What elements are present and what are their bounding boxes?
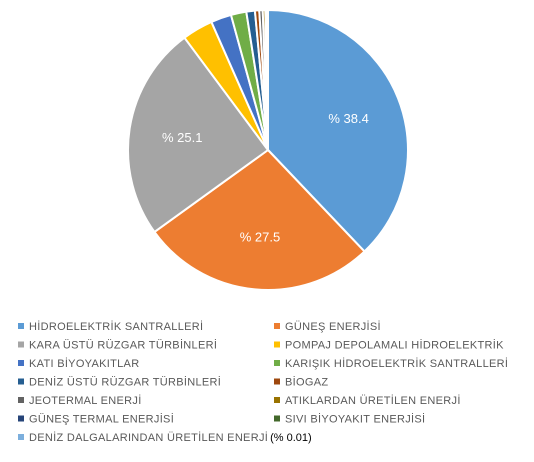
pie-slice-0 [267,9,409,253]
legend-swatch-3 [274,341,280,348]
slice-data-label-0: % 38.4 [328,111,368,126]
legend-item-5: KARIŞIK HİDROELEKTRİK SANTRALLERİ [274,357,508,370]
legend: HİDROELEKTRİK SANTRALLERİ GÜNEŞ ENERJİSİ K… [18,320,508,444]
legend-swatch-8 [18,397,24,403]
legend-item-4: KATI BİYOYAKITLAR [18,357,139,370]
legend-swatch-12 [18,434,24,440]
legend-label-0: HİDROELEKTRİK SANTRALLERİ [29,320,203,333]
legend-swatch-7 [274,378,280,385]
legend-swatch-2 [18,341,24,348]
legend-swatch-1 [274,323,280,329]
legend-swatch-9 [274,397,280,403]
pie-slices [127,8,409,291]
legend-item-0: HİDROELEKTRİK SANTRALLERİ [18,320,203,333]
legend-item-9: ATIKLARDAN ÜRETİLEN ENERJİ [274,394,461,407]
legend-swatch-0 [18,323,24,329]
legend-label-12: DENİZ DALGALARINDAN ÜRETİLEN ENERJİ [29,431,268,444]
legend-label-8: JEOTERMAL ENERJİ [29,394,142,407]
slice-data-label-1: % 27.5 [240,229,280,244]
legend-item-1: GÜNEŞ ENERJİSİ [274,320,381,333]
legend-label-6: DENİZ ÜSTÜ RÜZGAR TÜRBİNLERİ [29,376,221,389]
legend-label-3: POMPAJ DEPOLAMALI HİDROELEKTRİK [285,339,504,352]
pie-slice-1 [153,149,366,291]
legend-item-10: GÜNEŞ TERMAL ENERJİSİ [18,413,174,426]
legend-label-9: ATIKLARDAN ÜRETİLEN ENERJİ [285,394,461,407]
legend-swatch-10 [18,415,24,422]
legend-item-11: SIVI BİYOYAKIT ENERJİSİ [274,413,425,426]
legend-item-12: DENİZ DALGALARINDAN ÜRETİLEN ENERJİ [18,431,268,444]
legend-swatch-4 [18,360,24,366]
legend-label-11: SIVI BİYOYAKIT ENERJİSİ [285,413,425,426]
legend-item-6: DENİZ ÜSTÜ RÜZGAR TÜRBİNLERİ [18,376,221,389]
legend-item-7: BİOGAZ [274,376,328,389]
slice-data-label-2: % 25.1 [162,130,202,145]
legend-label-4: KATI BİYOYAKITLAR [29,357,139,370]
legend-item-2: KARA ÜSTÜ RÜZGAR TÜRBİNLERİ [18,339,217,352]
legend-item-3: POMPAJ DEPOLAMALI HİDROELEKTRİK [274,339,504,352]
legend-swatch-5 [274,360,280,366]
legend-label-1: GÜNEŞ ENERJİSİ [285,320,381,333]
legend-label-2: KARA ÜSTÜ RÜZGAR TÜRBİNLERİ [29,339,217,352]
pie-slice-labels: % 38.4 % 27.5 % 25.1 [162,111,369,245]
pie-slice-2 [127,36,269,233]
legend-swatch-11 [274,415,280,422]
legend-label-5: KARIŞIK HİDROELEKTRİK SANTRALLERİ [285,357,508,370]
legend-item-8: JEOTERMAL ENERJİ [18,394,142,407]
legend-swatch-6 [18,378,24,385]
legend-label-7: BİOGAZ [285,376,328,389]
legend-label-10: GÜNEŞ TERMAL ENERJİSİ [29,413,174,426]
legend-note: (% 0.01) [270,432,312,444]
